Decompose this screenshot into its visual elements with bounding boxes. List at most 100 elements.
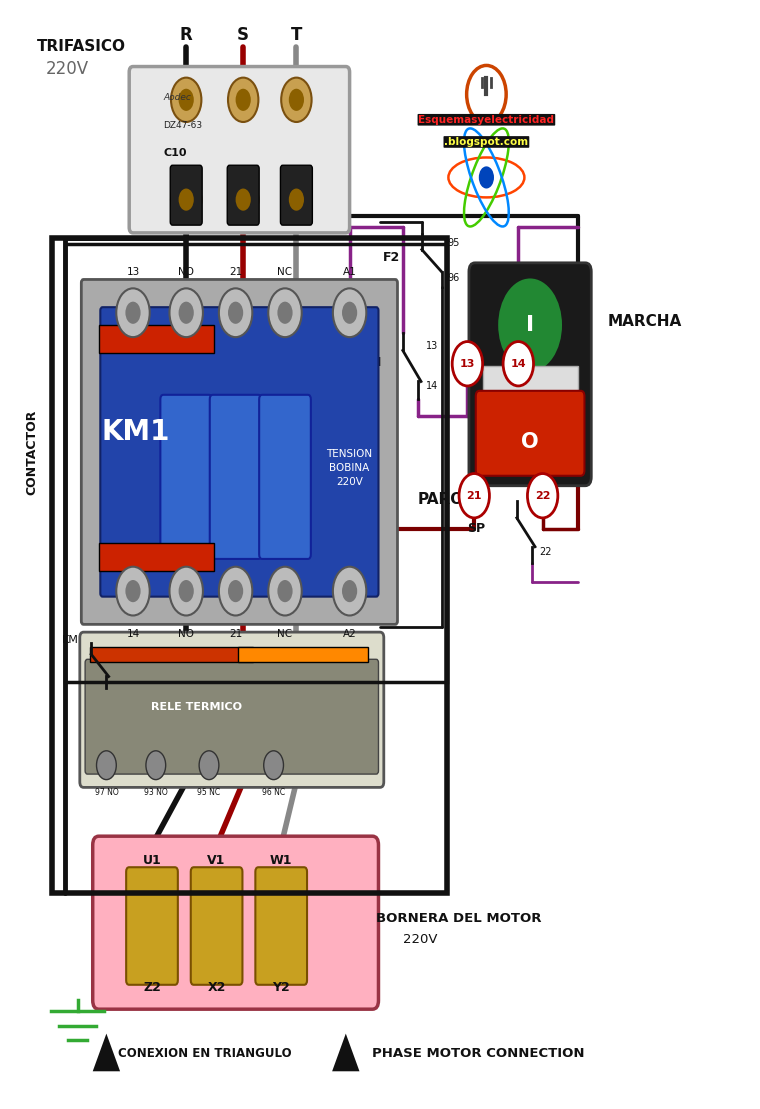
Text: PARO: PARO	[417, 491, 464, 507]
Circle shape	[459, 474, 489, 518]
Text: V1: V1	[207, 854, 226, 867]
FancyBboxPatch shape	[80, 632, 384, 787]
Circle shape	[179, 189, 194, 211]
Text: 21: 21	[229, 267, 242, 277]
FancyBboxPatch shape	[238, 647, 368, 662]
Text: 220V: 220V	[403, 933, 437, 946]
Circle shape	[479, 166, 494, 189]
Text: KM1: KM1	[101, 418, 169, 446]
Text: MARCHA: MARCHA	[608, 314, 682, 329]
Text: 14: 14	[81, 674, 93, 684]
FancyBboxPatch shape	[81, 279, 397, 624]
FancyBboxPatch shape	[100, 307, 378, 597]
FancyBboxPatch shape	[191, 867, 242, 985]
Circle shape	[277, 580, 293, 602]
Text: C10: C10	[163, 147, 187, 157]
Text: X2: X2	[207, 980, 226, 994]
Text: 22: 22	[535, 490, 550, 501]
Circle shape	[228, 177, 258, 222]
Circle shape	[289, 89, 304, 111]
Text: 14: 14	[126, 629, 140, 639]
Text: F2: F2	[383, 251, 401, 264]
Text: 95: 95	[448, 237, 460, 248]
FancyBboxPatch shape	[255, 867, 307, 985]
Polygon shape	[332, 1034, 359, 1071]
Circle shape	[219, 288, 252, 337]
Text: T: T	[291, 27, 302, 44]
FancyBboxPatch shape	[170, 165, 202, 225]
Text: NO: NO	[178, 629, 195, 639]
Circle shape	[527, 474, 558, 518]
Text: 13: 13	[426, 340, 438, 352]
Text: 93 NO: 93 NO	[144, 788, 168, 797]
Circle shape	[503, 342, 534, 386]
Circle shape	[277, 302, 293, 324]
Circle shape	[289, 189, 304, 211]
Circle shape	[171, 177, 201, 222]
Circle shape	[281, 78, 312, 122]
Text: BORNERA DEL MOTOR: BORNERA DEL MOTOR	[376, 912, 542, 925]
FancyBboxPatch shape	[259, 395, 311, 559]
Circle shape	[268, 567, 302, 615]
Text: NC: NC	[277, 267, 293, 277]
Text: Esquemasyelectricidad: Esquemasyelectricidad	[419, 114, 554, 125]
Text: 97 NO: 97 NO	[94, 788, 119, 797]
FancyBboxPatch shape	[469, 263, 591, 486]
FancyBboxPatch shape	[483, 366, 578, 393]
Circle shape	[342, 302, 357, 324]
FancyBboxPatch shape	[90, 647, 252, 662]
Circle shape	[264, 751, 283, 780]
Text: NC: NC	[277, 629, 293, 639]
Text: O: O	[521, 433, 539, 452]
Text: 96 NC: 96 NC	[262, 788, 285, 797]
Circle shape	[281, 177, 312, 222]
Circle shape	[236, 189, 251, 211]
Text: .blogspot.com: .blogspot.com	[445, 136, 528, 147]
FancyBboxPatch shape	[99, 325, 214, 353]
Circle shape	[169, 567, 203, 615]
Circle shape	[169, 288, 203, 337]
Circle shape	[452, 342, 483, 386]
Text: A1: A1	[343, 267, 356, 277]
Text: W1: W1	[270, 854, 293, 867]
Text: I: I	[526, 315, 534, 335]
FancyBboxPatch shape	[99, 543, 214, 571]
Text: SP: SP	[467, 522, 485, 536]
Text: KM1: KM1	[62, 635, 86, 645]
FancyBboxPatch shape	[93, 836, 378, 1009]
Text: 22: 22	[540, 547, 552, 558]
Text: 13: 13	[460, 358, 475, 369]
Text: 95 NC: 95 NC	[198, 788, 220, 797]
Circle shape	[179, 580, 194, 602]
FancyBboxPatch shape	[126, 867, 178, 985]
Text: 21: 21	[229, 629, 242, 639]
Circle shape	[179, 89, 194, 111]
FancyBboxPatch shape	[129, 67, 350, 233]
Text: 13: 13	[81, 654, 93, 664]
FancyBboxPatch shape	[160, 395, 212, 559]
Circle shape	[171, 78, 201, 122]
Text: R: R	[180, 27, 192, 44]
FancyBboxPatch shape	[210, 395, 261, 559]
Circle shape	[146, 751, 166, 780]
Circle shape	[268, 288, 302, 337]
Circle shape	[125, 302, 141, 324]
Text: 220V: 220V	[46, 60, 89, 78]
Circle shape	[228, 78, 258, 122]
FancyBboxPatch shape	[280, 165, 312, 225]
Text: Z2: Z2	[143, 980, 161, 994]
Text: NO: NO	[178, 267, 195, 277]
Circle shape	[116, 288, 150, 337]
Text: Aodec: Aodec	[163, 93, 192, 102]
Text: Y2: Y2	[272, 980, 290, 994]
Circle shape	[236, 89, 251, 111]
Text: DZ47-63: DZ47-63	[163, 121, 202, 130]
Text: SM: SM	[360, 356, 382, 369]
Text: 14: 14	[426, 380, 438, 391]
Circle shape	[333, 288, 366, 337]
Circle shape	[219, 567, 252, 615]
Circle shape	[125, 580, 141, 602]
Circle shape	[228, 302, 243, 324]
Circle shape	[179, 302, 194, 324]
Text: A2: A2	[343, 629, 356, 639]
